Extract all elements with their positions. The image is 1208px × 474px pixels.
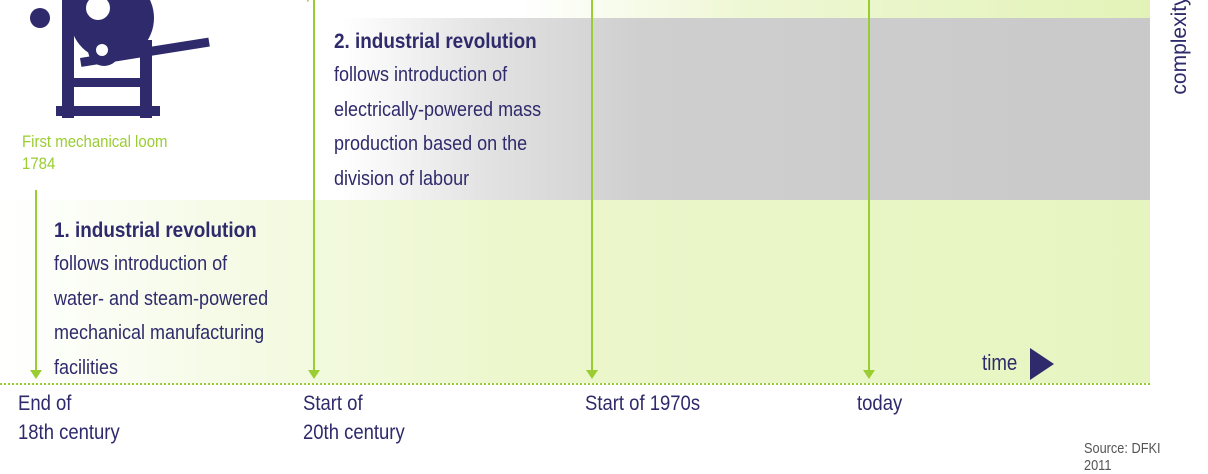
revolution-2-line-4: division of labour bbox=[334, 167, 470, 190]
clipped-year-label: · bbox=[305, 0, 311, 10]
revolution-2-body: follows introduction of electrically-pow… bbox=[334, 58, 541, 196]
milestone-line-3 bbox=[591, 0, 593, 372]
milestone-line-1 bbox=[35, 190, 37, 372]
loom-caption-title: First mechanical loom bbox=[22, 132, 168, 151]
complexity-axis-label: complexity bbox=[1168, 0, 1191, 95]
revolution-2-line-2: electrically-powered mass bbox=[334, 98, 542, 121]
revolution-2-line-1: follows introduction of bbox=[334, 64, 508, 86]
mechanical-loom-icon bbox=[30, 0, 210, 118]
milestone-label-2: Start of 20th century bbox=[303, 389, 405, 447]
band-first-revolution bbox=[0, 200, 1150, 383]
revolution-1-text: 1. industrial revolution follows introdu… bbox=[54, 218, 292, 385]
milestone-label-4: today bbox=[857, 389, 902, 418]
revolution-1-line-3: mechanical manufacturing bbox=[54, 322, 265, 344]
milestone-arrow-1 bbox=[30, 370, 42, 379]
revolution-1-line-2: water- and steam-powered bbox=[54, 287, 269, 310]
revolution-2-title: 2. industrial revolution bbox=[334, 30, 537, 53]
complexity-axis: complexity bbox=[1150, 0, 1208, 100]
milestone-label-3: Start of 1970s bbox=[585, 389, 700, 418]
milestone-label-1: End of 18th century bbox=[18, 389, 120, 447]
revolution-1-body: follows introduction of water- and steam… bbox=[54, 247, 268, 385]
timeline-baseline bbox=[0, 383, 1150, 385]
time-arrow-icon bbox=[1030, 348, 1054, 380]
source-credit: Source: DFKI 2011 bbox=[1084, 440, 1161, 474]
revolution-1-title: 1. industrial revolution bbox=[54, 219, 257, 242]
milestone-label-2-line-2: 20th century bbox=[303, 421, 405, 444]
revolution-2-text: 2. industrial revolution follows introdu… bbox=[334, 29, 564, 196]
band-second-revolution bbox=[300, 18, 1150, 200]
milestone-arrow-2 bbox=[308, 370, 320, 379]
milestone-line-2 bbox=[313, 0, 315, 372]
milestone-label-1-line-1: End of bbox=[18, 392, 72, 415]
milestone-arrow-4 bbox=[863, 370, 875, 379]
revolution-1-line-4: facilities bbox=[54, 356, 119, 379]
loom-caption-year: 1784 bbox=[22, 154, 56, 173]
revolution-1-line-1: follows introduction of bbox=[54, 253, 228, 275]
revolution-2-line-3: production based on the bbox=[334, 133, 528, 155]
milestone-arrow-3 bbox=[586, 370, 598, 379]
band-later-revolution bbox=[0, 0, 1150, 18]
milestone-label-4-line-1: today bbox=[857, 392, 903, 415]
milestone-label-2-line-1: Start of bbox=[303, 392, 363, 415]
milestone-label-1-line-2: 18th century bbox=[18, 421, 120, 444]
loom-caption: First mechanical loom 1784 bbox=[22, 131, 167, 175]
milestone-label-3-line-1: Start of 1970s bbox=[585, 392, 701, 415]
milestone-line-4 bbox=[868, 0, 870, 372]
time-axis-label: time bbox=[982, 350, 1018, 375]
